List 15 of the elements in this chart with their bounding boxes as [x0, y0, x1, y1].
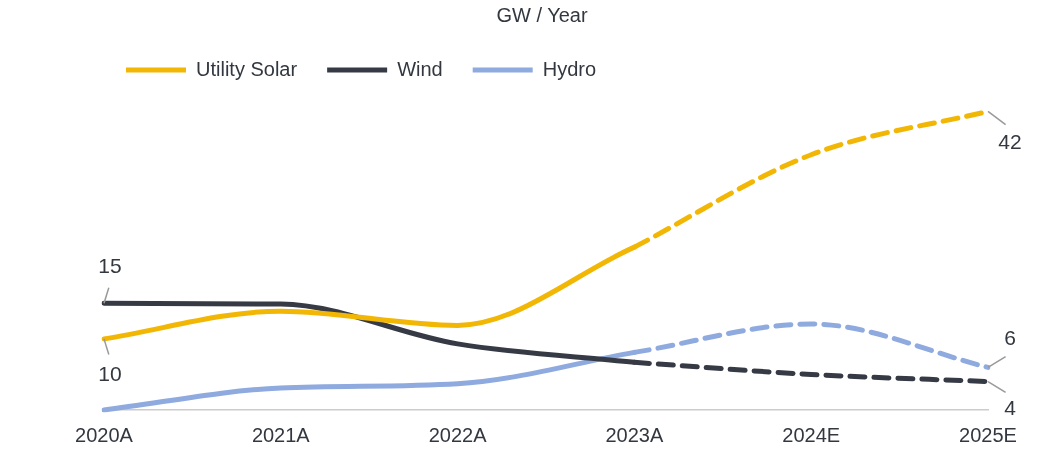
- x-tick-label: 2024E: [782, 423, 841, 446]
- x-tick-label: 2022A: [428, 423, 488, 446]
- data-label: 6: [1004, 326, 1016, 350]
- x-tick-label: 2025E: [959, 423, 1017, 446]
- legend-label: Wind: [397, 57, 443, 80]
- legend-label: Utility Solar: [196, 57, 298, 80]
- data-label: 15: [98, 254, 122, 278]
- data-label: 42: [998, 130, 1022, 154]
- x-tick-label: 2023A: [605, 423, 664, 446]
- legend-label: Hydro: [542, 57, 597, 80]
- data-label: 10: [98, 361, 122, 385]
- x-tick-label: 2020A: [75, 423, 134, 446]
- chart-title: GW / Year: [496, 3, 588, 26]
- data-label: 4: [1004, 396, 1017, 420]
- x-tick-label: 2021A: [251, 423, 311, 446]
